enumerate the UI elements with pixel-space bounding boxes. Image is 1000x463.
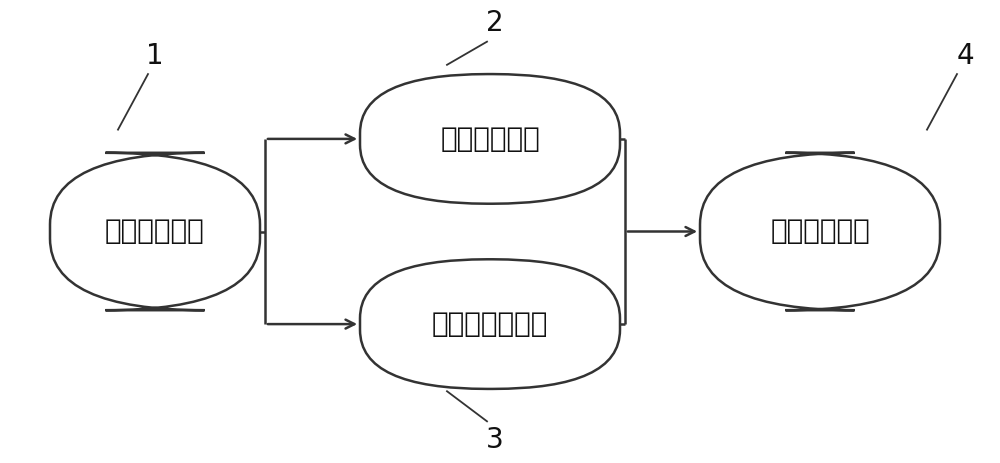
Text: 4: 4	[956, 42, 974, 69]
FancyBboxPatch shape	[360, 259, 620, 389]
Text: 2: 2	[486, 9, 504, 37]
Text: 1: 1	[146, 42, 164, 69]
Text: 单光子调制模块: 单光子调制模块	[432, 310, 548, 338]
FancyBboxPatch shape	[700, 153, 940, 310]
Text: 激光输出模块: 激光输出模块	[105, 218, 205, 245]
Text: 热光调制模块: 热光调制模块	[440, 125, 540, 153]
Text: 3: 3	[486, 426, 504, 454]
Text: 光子探测模块: 光子探测模块	[770, 218, 870, 245]
FancyBboxPatch shape	[50, 153, 260, 310]
FancyBboxPatch shape	[360, 74, 620, 204]
